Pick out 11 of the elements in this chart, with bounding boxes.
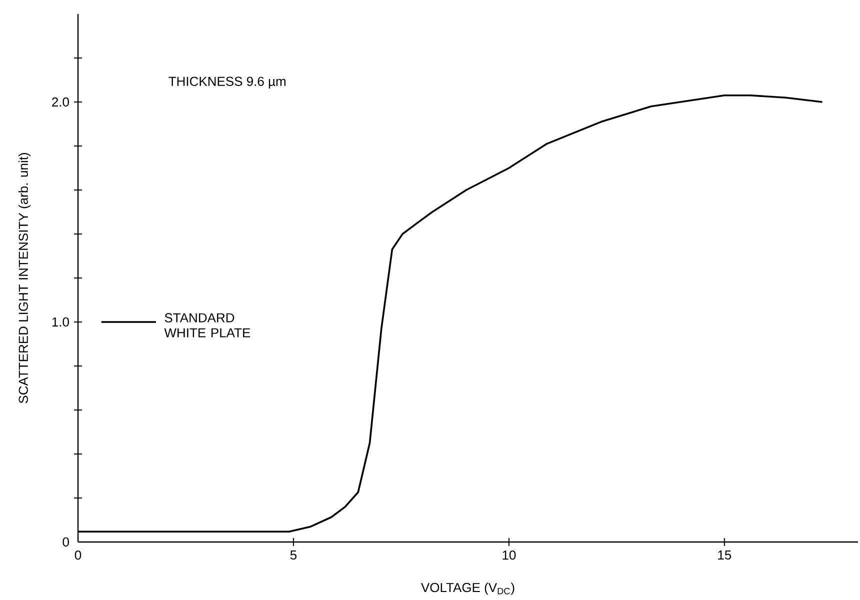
ref-line-label: STANDARD WHITE PLATE xyxy=(164,313,250,338)
x-axis-title: VOLTAGE (V$_{DC}$) xyxy=(421,582,514,595)
x-tick-label: 0 xyxy=(74,550,82,560)
y-tick-label: 2.0 xyxy=(52,97,69,107)
x-tick-label: 5 xyxy=(290,550,297,560)
y-tick-label: 1.0 xyxy=(52,317,69,327)
y-tick-label: 0 xyxy=(62,537,69,547)
y-axis-title: SCATTERED LIGHT INTENSITY (arb. unit) xyxy=(18,153,31,404)
x-tick-label: 15 xyxy=(718,550,732,560)
annotation: THICKNESS 9.6 µm xyxy=(168,76,286,89)
x-tick-label: 10 xyxy=(502,550,516,560)
